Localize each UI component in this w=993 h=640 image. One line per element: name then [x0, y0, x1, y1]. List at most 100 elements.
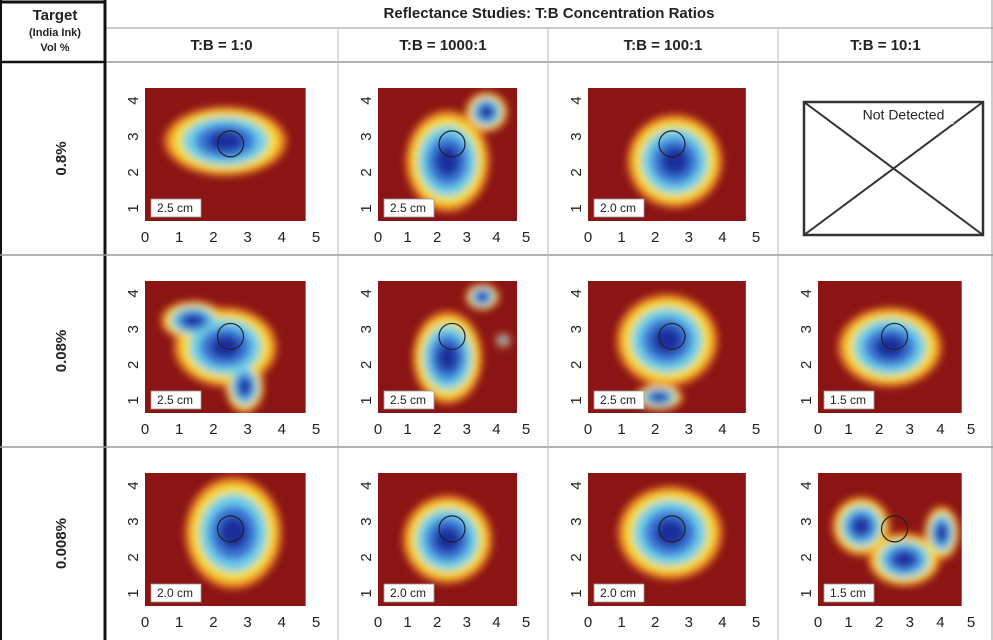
x-tick-label: 0 [141, 614, 149, 631]
heatmap-blobs [164, 107, 286, 176]
y-tick-label: 2 [798, 361, 815, 369]
heatmap-blobs [627, 115, 722, 208]
y-tick-label: 4 [798, 289, 815, 297]
x-tick-label: 1 [403, 421, 411, 438]
heat-level [874, 335, 905, 359]
heat-level [239, 379, 251, 395]
x-tick-label: 3 [463, 421, 471, 438]
heat-level [501, 338, 505, 342]
x-tick-label: 1 [175, 614, 183, 631]
heat-level [661, 147, 689, 175]
x-tick-label: 0 [584, 614, 592, 631]
y-tick-label: 4 [358, 481, 375, 489]
x-tick-label: 0 [141, 421, 149, 438]
heat-level [435, 146, 460, 176]
x-tick-label: 4 [936, 614, 944, 631]
x-tick-label: 2 [875, 421, 883, 438]
x-tick-label: 2 [433, 421, 441, 438]
x-tick-label: 1 [175, 229, 183, 246]
row-label: 0.008% [53, 518, 70, 569]
x-tick-label: 5 [967, 614, 975, 631]
y-tick-label: 3 [125, 517, 142, 525]
y-tick-label: 1 [358, 396, 375, 404]
y-tick-label: 3 [798, 517, 815, 525]
x-tick-label: 0 [374, 614, 382, 631]
y-tick-label: 4 [125, 96, 142, 104]
x-tick-label: 5 [522, 421, 530, 438]
heat-level [480, 106, 493, 118]
y-tick-label: 1 [358, 204, 375, 212]
x-tick-label: 3 [243, 421, 251, 438]
x-tick-label: 1 [403, 229, 411, 246]
row-label: 0.8% [53, 141, 70, 175]
x-tick-label: 3 [685, 421, 693, 438]
y-tick-label: 2 [125, 553, 142, 561]
y-tick-label: 1 [798, 589, 815, 597]
column-header: T:B = 1:0 [190, 37, 252, 54]
y-tick-label: 2 [568, 168, 585, 176]
x-tick-label: 0 [814, 421, 822, 438]
x-tick-label: 3 [906, 421, 914, 438]
x-tick-label: 1 [844, 421, 852, 438]
scale-label: 1.5 cm [830, 586, 866, 600]
y-tick-label: 4 [798, 481, 815, 489]
x-tick-label: 4 [718, 421, 726, 438]
heatmap-blobs [618, 486, 722, 579]
x-tick-label: 1 [617, 421, 625, 438]
x-tick-label: 2 [433, 614, 441, 631]
y-tick-label: 3 [568, 517, 585, 525]
y-tick-label: 3 [358, 325, 375, 333]
heatmap-blobs [185, 477, 281, 589]
y-tick-label: 2 [568, 361, 585, 369]
y-tick-label: 1 [125, 589, 142, 597]
status-text: Not Detected [863, 107, 945, 123]
column-header: T:B = 10:1 [850, 37, 920, 54]
x-tick-label: 4 [718, 229, 726, 246]
row-label: 0.08% [53, 330, 70, 373]
y-tick-label: 1 [568, 396, 585, 404]
x-tick-label: 2 [651, 421, 659, 438]
x-tick-label: 4 [492, 421, 500, 438]
y-tick-label: 2 [125, 168, 142, 176]
heat-level [184, 315, 203, 327]
y-tick-label: 3 [798, 325, 815, 333]
x-tick-label: 0 [374, 421, 382, 438]
y-tick-label: 3 [568, 132, 585, 140]
x-tick-label: 4 [278, 614, 286, 631]
y-tick-label: 4 [358, 289, 375, 297]
x-tick-label: 1 [844, 614, 852, 631]
heatmap-blobs [403, 496, 492, 584]
x-tick-label: 3 [685, 614, 693, 631]
y-tick-label: 2 [358, 553, 375, 561]
x-tick-label: 0 [814, 614, 822, 631]
x-tick-label: 5 [312, 421, 320, 438]
column-header: T:B = 100:1 [624, 37, 703, 54]
x-tick-label: 3 [463, 229, 471, 246]
heat-level [437, 344, 458, 372]
x-tick-label: 5 [752, 229, 760, 246]
heat-level [219, 516, 248, 550]
x-tick-label: 4 [278, 229, 286, 246]
y-tick-label: 4 [568, 289, 585, 297]
y-tick-label: 3 [358, 517, 375, 525]
column-header: T:B = 1000:1 [399, 37, 486, 54]
heat-level [477, 293, 487, 301]
scale-label: 2.0 cm [390, 586, 426, 600]
scale-label: 2.5 cm [600, 393, 636, 407]
scale-label: 2.5 cm [157, 393, 193, 407]
x-tick-label: 2 [433, 229, 441, 246]
scale-label: 2.0 cm [600, 201, 636, 215]
scale-label: 1.5 cm [830, 393, 866, 407]
scale-label: 2.5 cm [390, 393, 426, 407]
x-tick-label: 4 [492, 229, 500, 246]
heatmap-blobs [838, 307, 942, 386]
y-tick-label: 1 [125, 204, 142, 212]
x-tick-label: 5 [752, 421, 760, 438]
y-tick-label: 2 [125, 361, 142, 369]
x-tick-label: 4 [936, 421, 944, 438]
y-tick-label: 3 [125, 132, 142, 140]
y-tick-label: 4 [568, 481, 585, 489]
x-tick-label: 0 [374, 229, 382, 246]
heat-level [937, 525, 947, 541]
heat-level [652, 393, 666, 401]
